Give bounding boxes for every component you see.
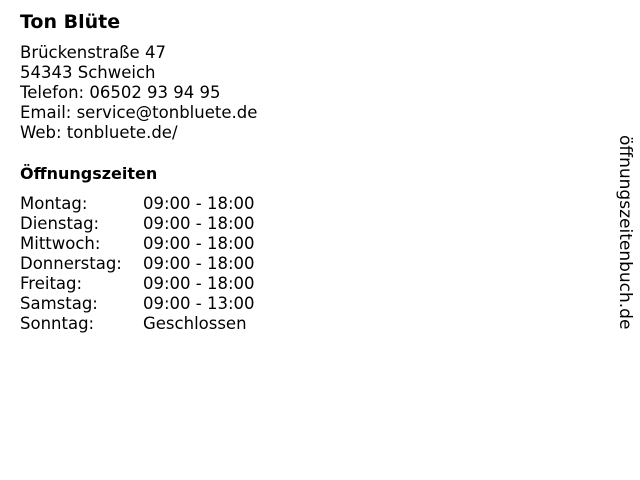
time: 09:00 - 18:00 [143,274,255,293]
city: 54343 Schweich [20,63,156,82]
day: Sonntag: [20,314,95,333]
time: 09:00 - 18:00 [143,234,255,253]
time: 09:00 - 18:00 [143,214,255,233]
hours-heading: Öffnungszeiten [20,164,158,183]
hours-table: Montag: 09:00 - 18:00 Dienstag: 09:00 - 18… [20,194,580,334]
street: Brückenstraße 47 [20,43,166,62]
day: Mittwoch: [20,234,101,253]
website: Web: tonbluete.de/ [20,123,178,142]
day: Dienstag: [20,214,100,233]
time: Geschlossen [143,314,247,333]
business-name: Ton Blüte [20,11,121,33]
business-listing: Ton Blüte Brückenstraße 47 54343 Schweic… [20,10,580,334]
address-block: Brückenstraße 47 54343 Schweich Telefon:… [20,43,580,143]
time: 09:00 - 18:00 [143,194,255,213]
day: Donnerstag: [20,254,122,273]
day: Montag: [20,194,88,213]
email: Email: service@tonbluete.de [20,103,258,122]
time: 09:00 - 13:00 [143,294,255,313]
time: 09:00 - 18:00 [143,254,255,273]
day: Freitag: [20,274,83,293]
day: Samstag: [20,294,98,313]
watermark: öffnungszeitenbuch.de [615,135,635,330]
phone: Telefon: 06502 93 94 95 [20,83,221,102]
